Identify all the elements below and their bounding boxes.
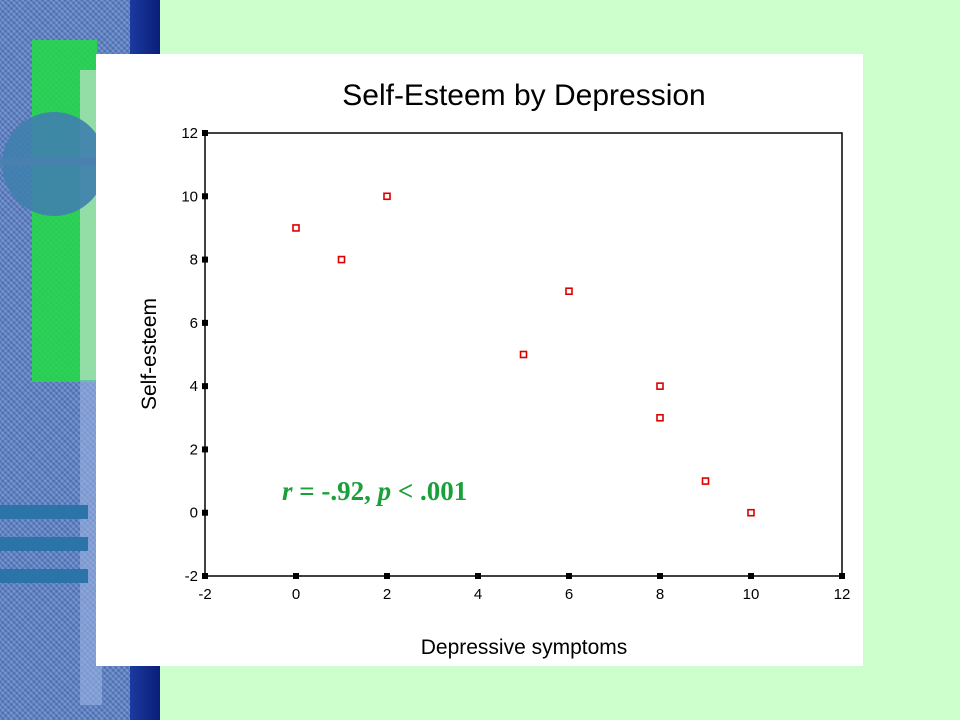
data-point — [701, 477, 710, 485]
p-value: < .001 — [391, 476, 467, 506]
x-tick-label: -2 — [198, 586, 211, 603]
x-tick-mark — [839, 573, 845, 579]
y-tick-label: 8 — [190, 252, 198, 269]
data-point — [337, 255, 346, 264]
data-point — [383, 192, 391, 201]
y-tick-mark — [202, 509, 208, 516]
y-tick-label: 2 — [190, 441, 198, 458]
y-tick-label: 6 — [190, 315, 198, 332]
x-tick-label: 6 — [565, 586, 573, 603]
x-tick-mark — [475, 573, 481, 579]
y-tick-mark — [202, 573, 208, 579]
chart-title: Self-Esteem by Depression — [342, 79, 706, 112]
r-value: = -.92, — [293, 476, 378, 506]
background-stripe — [0, 505, 88, 519]
x-axis-label: Depressive symptoms — [421, 636, 628, 659]
correlation-annotation: r = -.92, p < .001 — [282, 476, 467, 506]
y-tick-mark — [202, 319, 208, 326]
y-tick-label: -2 — [185, 568, 198, 585]
x-tick-mark — [566, 573, 572, 579]
y-tick-mark — [202, 193, 208, 200]
data-point — [656, 382, 664, 390]
data-point — [519, 350, 528, 359]
y-tick-label: 4 — [190, 378, 198, 395]
chart-panel: Self-Esteem by Depression -2 0 2 4 6 8 10 12 -2… — [96, 54, 863, 666]
plot-frame — [204, 132, 843, 577]
background-stripe — [0, 537, 88, 551]
x-tick-label: 4 — [474, 586, 482, 603]
x-tick-label: 2 — [383, 586, 391, 603]
p-symbol: p — [376, 476, 392, 506]
data-point — [747, 508, 755, 517]
data-point — [656, 413, 664, 422]
scatter-chart: Self-Esteem by Depression -2 0 2 4 6 8 10 12 -2… — [138, 79, 850, 659]
x-tick-mark — [657, 573, 663, 579]
x-tick-label: 12 — [834, 586, 851, 603]
data-point — [565, 287, 573, 296]
x-tick-label: 0 — [292, 586, 300, 603]
x-tick-mark — [384, 573, 390, 579]
background-stripe — [0, 569, 88, 583]
background-horizontal-line — [0, 158, 160, 166]
data-points — [292, 192, 755, 517]
x-axis-ticks: -2 0 2 4 6 8 10 12 — [198, 573, 850, 603]
x-tick-label: 10 — [743, 586, 760, 603]
data-point — [292, 224, 300, 232]
y-tick-label: 0 — [190, 505, 198, 522]
x-tick-label: 8 — [656, 586, 664, 603]
x-tick-mark — [293, 573, 299, 579]
y-tick-mark — [202, 383, 208, 390]
x-tick-mark — [748, 573, 754, 579]
y-axis-ticks: -2 0 2 4 6 8 10 12 — [181, 125, 208, 585]
y-axis-label: Self-esteem — [138, 298, 161, 410]
y-tick-label: 12 — [181, 125, 198, 142]
y-tick-mark — [202, 256, 208, 263]
y-tick-label: 10 — [181, 188, 198, 205]
y-tick-mark — [202, 446, 208, 453]
r-symbol: r — [282, 476, 293, 506]
y-tick-mark — [202, 130, 208, 136]
